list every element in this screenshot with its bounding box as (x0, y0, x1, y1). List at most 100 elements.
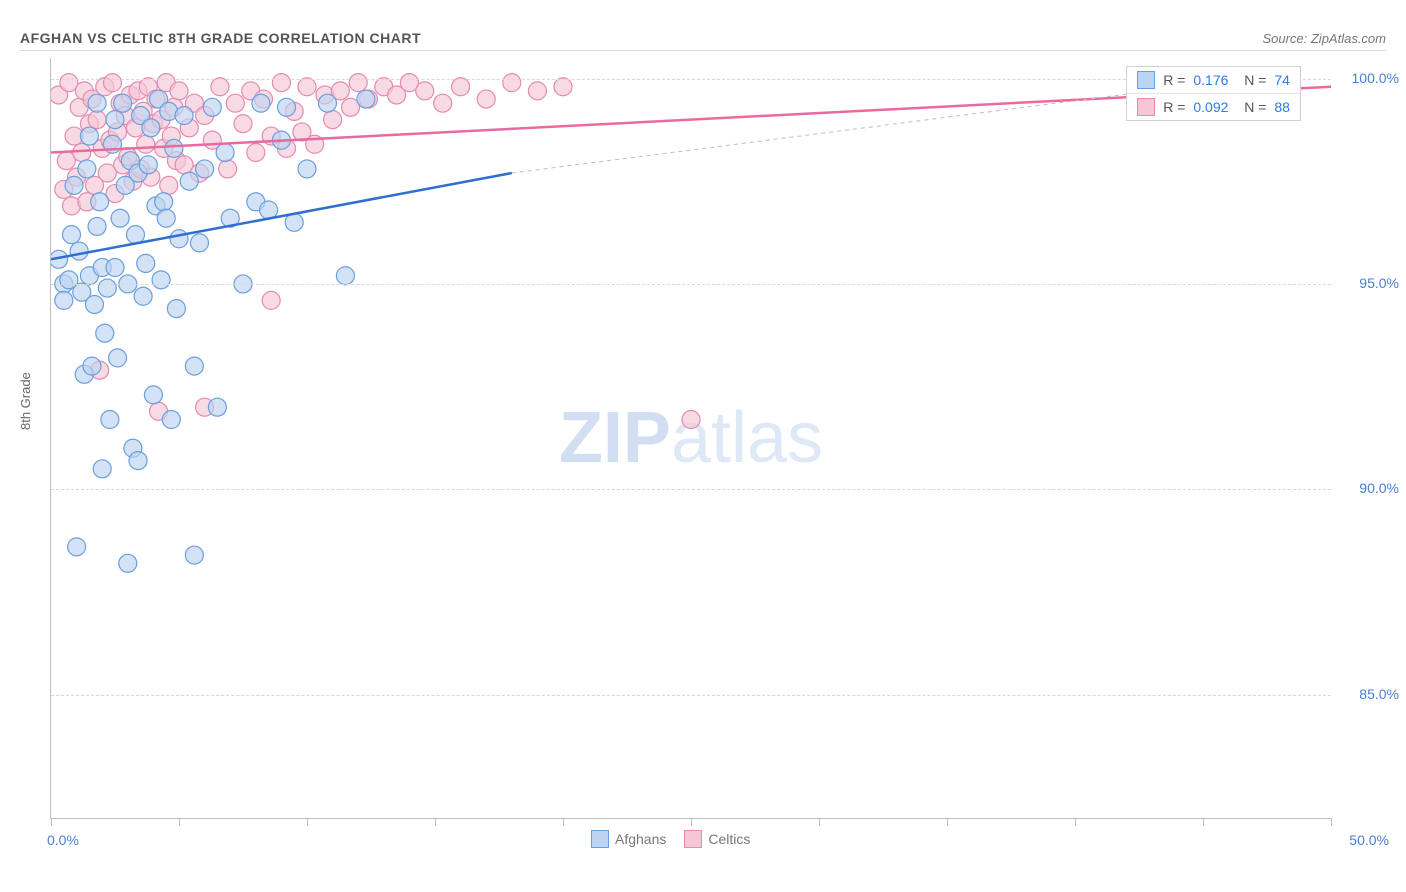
scatter-point-afghans (170, 230, 188, 248)
scatter-point-celtics (211, 78, 229, 96)
scatter-point-afghans (101, 411, 119, 429)
scatter-point-celtics (137, 135, 155, 153)
scatter-point-afghans (119, 554, 137, 572)
source-prefix: Source: (1262, 31, 1310, 46)
scatter-point-afghans (180, 172, 198, 190)
scatter-point-afghans (83, 357, 101, 375)
scatter-point-afghans (167, 300, 185, 318)
scatter-point-afghans (88, 94, 106, 112)
chart-title: AFGHAN VS CELTIC 8TH GRADE CORRELATION C… (20, 30, 421, 46)
scatter-point-celtics (528, 82, 546, 100)
stats-n-value: 88 (1274, 99, 1290, 115)
scatter-point-celtics (226, 94, 244, 112)
scatter-point-afghans (62, 226, 80, 244)
scatter-point-afghans (98, 279, 116, 297)
scatter-point-celtics (452, 78, 470, 96)
stats-r-label: R = (1163, 99, 1185, 115)
scatter-point-celtics (170, 82, 188, 100)
scatter-point-celtics (434, 94, 452, 112)
legend-swatch-afghans (591, 830, 609, 848)
scatter-point-afghans (298, 160, 316, 178)
stats-r-value: 0.092 (1193, 99, 1228, 115)
scatter-point-afghans (139, 156, 157, 174)
scatter-point-afghans (196, 160, 214, 178)
scatter-point-celtics (503, 74, 521, 92)
gridline (51, 489, 1331, 490)
scatter-point-celtics (160, 176, 178, 194)
scatter-point-afghans (88, 217, 106, 235)
stats-n-value: 74 (1274, 72, 1290, 88)
scatter-point-afghans (318, 94, 336, 112)
scatter-point-afghans (357, 90, 375, 108)
scatter-point-afghans (185, 546, 203, 564)
x-tick (51, 818, 52, 826)
chart-plot-area: ZIPatlas 85.0%90.0%95.0%100.0%0.0%50.0%A… (50, 58, 1331, 819)
scatter-point-afghans (190, 234, 208, 252)
scatter-point-celtics (272, 74, 290, 92)
scatter-point-celtics (298, 78, 316, 96)
stats-connector (512, 94, 1126, 173)
stats-box: R = 0.176 N = 74R = 0.092 N = 88 (1126, 66, 1301, 121)
scatter-point-afghans (144, 386, 162, 404)
scatter-point-afghans (114, 94, 132, 112)
source-label: Source: ZipAtlas.com (1262, 31, 1386, 46)
scatter-point-afghans (152, 271, 170, 289)
y-tick-label: 100.0% (1339, 70, 1399, 86)
scatter-point-afghans (216, 143, 234, 161)
scatter-point-afghans (68, 538, 86, 556)
scatter-point-celtics (88, 111, 106, 129)
legend-swatch-celtics (684, 830, 702, 848)
scatter-point-afghans (93, 460, 111, 478)
x-tick (1203, 818, 1204, 826)
x-tick-label-max: 50.0% (1349, 832, 1389, 848)
legend-label-celtics: Celtics (708, 831, 750, 847)
scatter-point-afghans (208, 398, 226, 416)
scatter-point-afghans (129, 452, 147, 470)
x-tick (1075, 818, 1076, 826)
scatter-point-celtics (554, 78, 572, 96)
y-tick-label: 95.0% (1339, 275, 1399, 291)
gridline (51, 695, 1331, 696)
scatter-point-celtics (219, 160, 237, 178)
scatter-layer (51, 58, 1331, 818)
source-value: ZipAtlas.com (1311, 31, 1386, 46)
scatter-point-celtics (477, 90, 495, 108)
scatter-point-celtics (682, 411, 700, 429)
scatter-point-afghans (175, 107, 193, 125)
scatter-point-celtics (103, 74, 121, 92)
x-tick (307, 818, 308, 826)
scatter-point-afghans (91, 193, 109, 211)
scatter-point-afghans (252, 94, 270, 112)
chart-header: AFGHAN VS CELTIC 8TH GRADE CORRELATION C… (20, 18, 1386, 51)
x-tick (179, 818, 180, 826)
x-tick (947, 818, 948, 826)
legend: Afghans Celtics (591, 830, 750, 848)
legend-item-afghans: Afghans (591, 830, 666, 848)
x-tick (691, 818, 692, 826)
scatter-point-afghans (106, 259, 124, 277)
scatter-point-celtics (416, 82, 434, 100)
scatter-point-afghans (185, 357, 203, 375)
scatter-point-afghans (111, 209, 129, 227)
scatter-point-afghans (155, 193, 173, 211)
y-axis-label: 8th Grade (18, 372, 33, 430)
scatter-point-afghans (78, 160, 96, 178)
scatter-point-afghans (162, 411, 180, 429)
stats-row: R = 0.176 N = 74 (1127, 67, 1300, 93)
stats-r-value: 0.176 (1193, 72, 1228, 88)
scatter-point-afghans (109, 349, 127, 367)
x-tick (819, 818, 820, 826)
scatter-point-celtics (262, 291, 280, 309)
scatter-point-afghans (55, 291, 73, 309)
legend-label-afghans: Afghans (615, 831, 666, 847)
scatter-point-afghans (80, 127, 98, 145)
x-tick (435, 818, 436, 826)
scatter-point-celtics (234, 115, 252, 133)
scatter-point-afghans (126, 226, 144, 244)
scatter-point-afghans (65, 176, 83, 194)
stats-swatch (1137, 71, 1155, 89)
scatter-point-afghans (336, 267, 354, 285)
scatter-point-afghans (278, 98, 296, 116)
scatter-point-celtics (324, 111, 342, 129)
stats-row: R = 0.092 N = 88 (1127, 93, 1300, 120)
